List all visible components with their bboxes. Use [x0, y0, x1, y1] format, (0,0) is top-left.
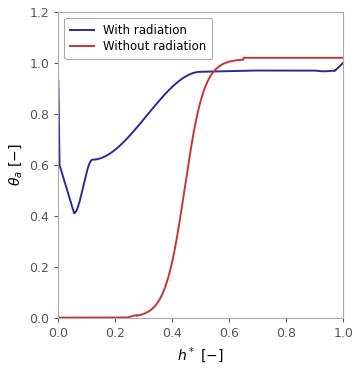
Without radiation [165, 278, 170, 282]
Legend: With radiation, Without radiation: With radiation, Without radiation [64, 18, 212, 59]
X-axis label: $h^*\ [-]$: $h^*\ [-]$ [177, 345, 224, 365]
With radiation [105, 153, 110, 157]
Without radiation [305, 55, 309, 60]
With radiation [72, 211, 76, 215]
Line: Without radiation: Without radiation [58, 58, 343, 318]
With radiation [178, 78, 182, 83]
With radiation [166, 89, 170, 94]
Y-axis label: $\theta_a\ [-]$: $\theta_a\ [-]$ [7, 144, 24, 186]
Without radiation [178, 218, 182, 222]
With radiation [305, 68, 309, 73]
With radiation [89, 158, 93, 163]
With radiation [56, 78, 60, 83]
Without radiation [105, 315, 110, 320]
Without radiation [341, 55, 345, 60]
Without radiation [336, 55, 340, 60]
With radiation [336, 66, 340, 70]
Without radiation [241, 55, 246, 60]
Without radiation [56, 315, 60, 320]
Without radiation [89, 315, 93, 320]
Line: With radiation: With radiation [58, 63, 343, 213]
With radiation [341, 61, 345, 65]
